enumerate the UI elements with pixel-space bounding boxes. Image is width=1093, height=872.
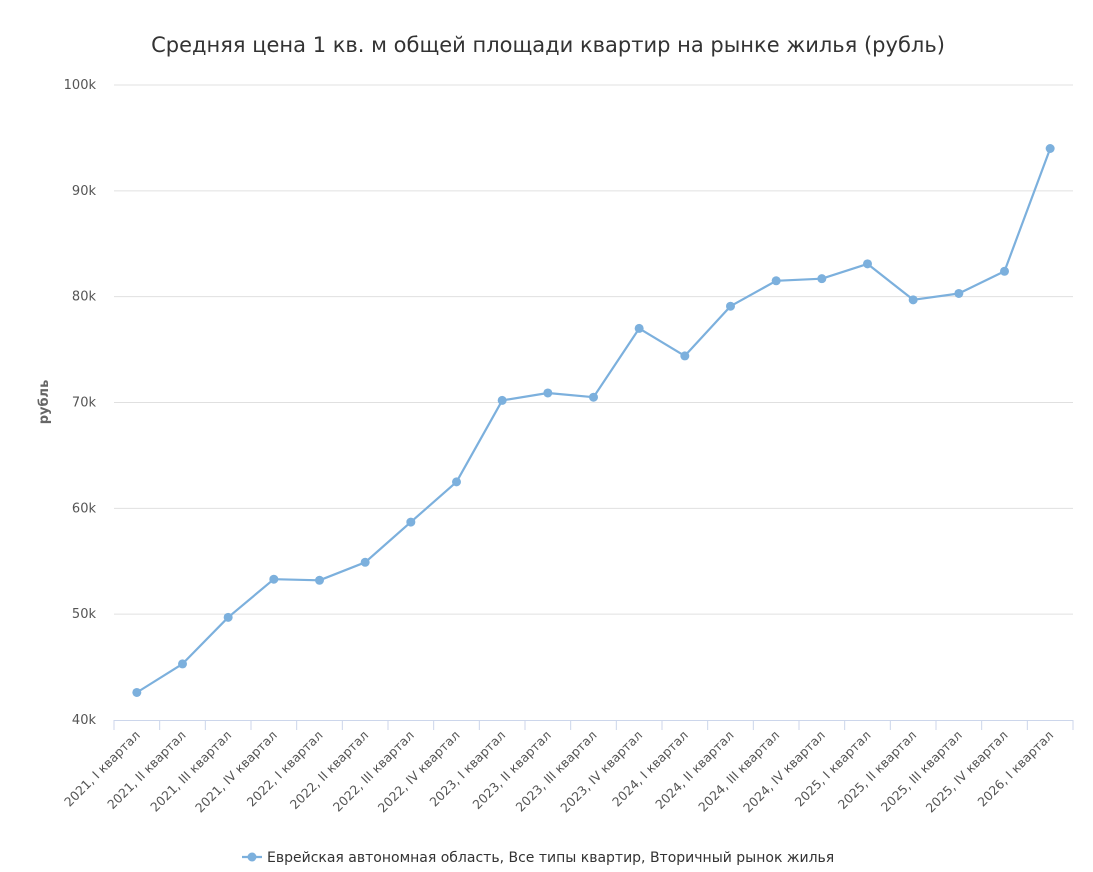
x-tick-label: 2021, I квартал — [61, 728, 143, 810]
data-point[interactable] — [726, 301, 735, 311]
y-tick-label: 60k — [72, 501, 97, 516]
x-tick-label: 2024, III квартал — [695, 728, 782, 815]
data-point[interactable] — [954, 288, 964, 298]
x-tick-label: 2021, IV квартал — [192, 728, 280, 816]
data-point[interactable] — [817, 274, 827, 284]
x-tick-label: 2021, II квартал — [104, 728, 189, 813]
x-tick-label: 2021, III квартал — [147, 728, 234, 815]
data-point[interactable] — [223, 612, 233, 622]
legend-label[interactable]: Еврейская автономная область, Все типы к… — [267, 850, 834, 866]
data-point[interactable] — [1000, 266, 1009, 276]
data-point[interactable] — [315, 575, 324, 585]
x-tick-label: 2025, III квартал — [878, 728, 965, 815]
data-point[interactable] — [634, 323, 644, 333]
x-tick-label: 2023, II квартал — [469, 728, 554, 813]
data-point[interactable] — [771, 276, 781, 286]
data-point[interactable] — [680, 351, 690, 361]
chart-title: Средняя цена 1 кв. м общей площади кварт… — [151, 33, 945, 57]
grid-lines — [114, 84, 1073, 615]
x-tick-label: 2025, II квартал — [835, 728, 920, 813]
y-tick-label: 90k — [72, 184, 97, 199]
data-point[interactable] — [543, 388, 553, 398]
x-tick-label: 2024, IV квартал — [740, 728, 828, 816]
data-point[interactable] — [1045, 144, 1055, 153]
data-point[interactable] — [360, 557, 370, 567]
y-tick-label: 40k — [72, 713, 97, 728]
data-point[interactable] — [132, 687, 142, 697]
x-tick-label: 2025, IV квартал — [923, 728, 1011, 816]
x-tick-label: 2022, II квартал — [287, 728, 372, 813]
y-tick-label: 100k — [64, 78, 97, 93]
data-point[interactable] — [589, 392, 598, 402]
y-tick-label: 70k — [72, 396, 97, 411]
data-point[interactable] — [178, 659, 187, 669]
series-points — [132, 144, 1055, 697]
x-tick-label: 2023, IV квартал — [557, 728, 645, 816]
data-point[interactable] — [863, 259, 872, 269]
data-point[interactable] — [269, 574, 279, 584]
y-tick-label: 50k — [72, 607, 97, 622]
x-tick-label: 2023, III квартал — [512, 728, 599, 815]
series-line — [135, 147, 1052, 694]
data-point[interactable] — [497, 395, 507, 405]
y-axis-ticks: 40k 50k 60k 70k 80k 90k 100k — [64, 78, 97, 728]
data-point[interactable] — [406, 517, 416, 527]
x-tick-label: 2024, II квартал — [652, 728, 737, 813]
legend[interactable]: Еврейская автономная область, Все типы к… — [242, 850, 834, 866]
legend-symbol-marker — [247, 852, 257, 862]
x-tick-label: 2022, III квартал — [330, 728, 417, 815]
x-tick-label: 2022, IV квартал — [375, 728, 463, 816]
data-point[interactable] — [908, 295, 918, 305]
data-point[interactable] — [452, 477, 461, 487]
y-tick-label: 80k — [72, 290, 97, 305]
y-axis-title: рубль — [37, 380, 52, 425]
